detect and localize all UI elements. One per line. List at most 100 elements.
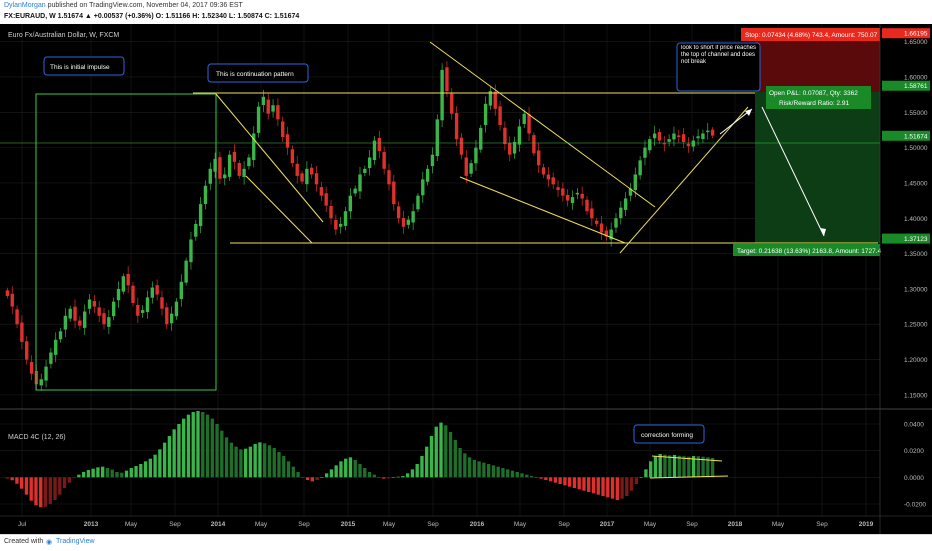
macd-bar (434, 426, 438, 478)
macd-bar (305, 477, 310, 480)
candle-body (561, 188, 565, 196)
macd-bar (644, 469, 648, 478)
macd-bar (682, 456, 686, 478)
candle-body (121, 276, 126, 292)
candle-body (401, 217, 406, 227)
macd-bar (101, 466, 105, 478)
macd-bar (248, 446, 253, 478)
macd-bar (296, 472, 300, 478)
arrow-down[interactable] (761, 106, 825, 237)
candle-body (140, 310, 145, 313)
candle-body (281, 121, 285, 138)
candle-body (271, 105, 275, 112)
candle-body (430, 154, 435, 167)
candle-body (155, 285, 159, 295)
flag2-upper-line[interactable] (429, 41, 656, 208)
macd-bar (34, 477, 38, 506)
macd-bar (148, 458, 153, 478)
macd-bar (282, 456, 286, 478)
candle-body (319, 187, 324, 196)
macd-bar (239, 449, 243, 478)
impulse-callout[interactable] (43, 56, 125, 76)
time-tick-label: 2016 (470, 521, 485, 528)
macd-bar (344, 458, 348, 478)
macd-bar (563, 477, 567, 486)
price-axis[interactable]: 1.15000 1.20000 1.25000 1.30000 1.35000 1.400… (904, 39, 928, 399)
macd-bar (606, 477, 610, 498)
macd-bar (186, 414, 191, 478)
macd-histogram (5, 410, 715, 508)
time-tick-label: 2015 (341, 521, 356, 528)
price-tag (882, 28, 930, 39)
tradingview-link[interactable]: TradingView (56, 538, 95, 545)
flag1-upper-line[interactable] (215, 93, 324, 223)
candle-body (353, 188, 357, 194)
macd-tick-label: 0.0000 (904, 475, 924, 482)
macd-callout[interactable] (633, 424, 705, 444)
candle-body (102, 313, 106, 325)
macd-bar (386, 477, 391, 479)
macd-upper-line[interactable] (651, 455, 723, 462)
time-tick-label: May (125, 521, 138, 528)
continuation-callout[interactable] (207, 63, 309, 83)
target-label[interactable] (733, 244, 880, 256)
stop-label[interactable] (741, 28, 880, 41)
price-tick-label: 1.50000 (904, 145, 928, 152)
candle-body (63, 315, 68, 330)
macd-bar (439, 422, 443, 478)
macd-bar (610, 477, 615, 499)
candle-body (160, 297, 164, 309)
candle-body (459, 137, 464, 155)
time-axis[interactable]: Jul 2013 May Sep 2014 May Sep 2015 May Sep 2016 May… (18, 521, 874, 528)
impulse-box[interactable] (35, 93, 217, 391)
flag1-lower-line[interactable] (245, 175, 313, 244)
candle-body (445, 67, 449, 92)
macd-bar (134, 466, 138, 478)
candle-body (527, 114, 531, 134)
macd-bar (182, 418, 186, 478)
macd-bar (53, 477, 57, 500)
price-tick-label: 1.60000 (904, 74, 928, 81)
arrow-up-head (745, 109, 752, 116)
macd-axis[interactable]: 0.0400 0.0200 0.0000 -0.0200 (904, 422, 926, 509)
candle-body (276, 105, 280, 120)
macd-bar (81, 472, 86, 478)
candle-body (628, 188, 633, 196)
candle-body (266, 99, 270, 114)
macd-bar (577, 477, 581, 490)
macd-bar (210, 418, 214, 478)
candle-body (488, 91, 493, 106)
macd-bar (620, 477, 624, 499)
author-link[interactable]: DylanMorgan (4, 2, 46, 9)
stop-zone[interactable] (755, 36, 880, 92)
candle-body (189, 239, 193, 263)
time-tick-label: 2019 (859, 521, 874, 528)
candle-body (609, 229, 613, 240)
time-tick-label: 2013 (84, 521, 99, 528)
candle-body (150, 287, 155, 298)
time-tick-label: 2014 (211, 521, 226, 528)
flag2-lower-line[interactable] (459, 176, 626, 244)
macd-bar (77, 474, 81, 478)
channel-line[interactable] (619, 106, 749, 254)
pl-label[interactable] (766, 86, 871, 109)
chart-canvas[interactable]: Euro Fx/Australian Dollar, W, FXCM MACD … (0, 24, 932, 534)
macd-bar (525, 474, 529, 478)
arrow-up[interactable] (719, 108, 753, 135)
macd-bar (62, 477, 67, 488)
chart-area[interactable]: Euro Fx/Australian Dollar, W, FXCM MACD … (0, 24, 932, 534)
target-zone[interactable] (755, 92, 880, 243)
macd-tick-label: 0.0400 (904, 422, 924, 429)
candle-body (537, 150, 541, 166)
macd-bar (672, 454, 677, 478)
rr-label-text: Risk/Reward Ratio: 2.91 (779, 100, 849, 107)
macd-bar (501, 468, 505, 478)
macd-lower-line[interactable] (649, 475, 729, 479)
candle-body (107, 317, 111, 327)
candle-body (652, 133, 657, 139)
macd-bar (272, 448, 276, 478)
short-note-callout[interactable] (676, 42, 761, 92)
macd-bar (629, 477, 634, 491)
candle-body (372, 140, 377, 161)
macd-bar (591, 477, 596, 494)
